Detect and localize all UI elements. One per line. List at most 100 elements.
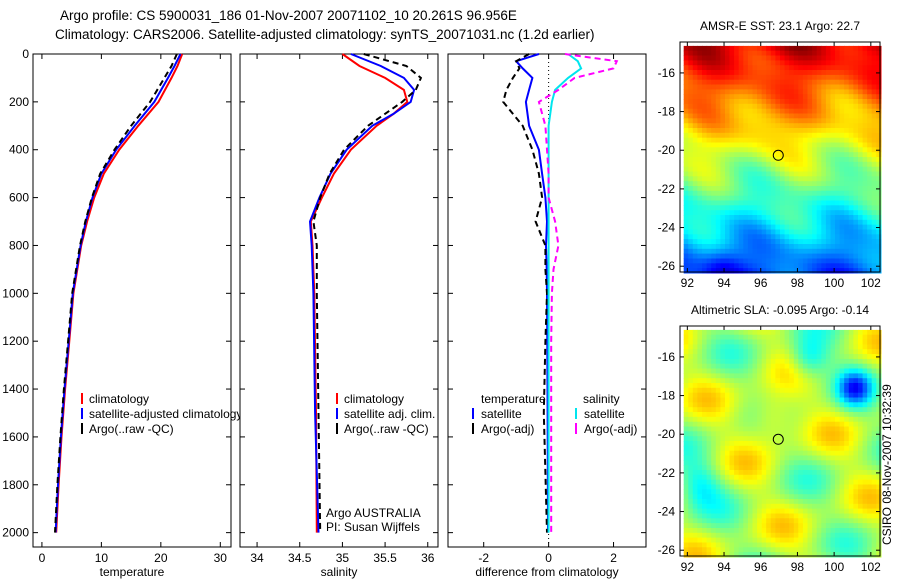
heatmap-cell [688,392,694,399]
heatmap-cell [802,387,809,394]
heatmap-cell [706,99,712,105]
x-tick-label: 100 [824,560,844,574]
heatmap-cell [816,329,822,336]
heatmap-cell [802,128,809,134]
heatmap-cell [743,142,749,148]
heatmap-cell [802,248,809,255]
heatmap-cell [780,363,786,370]
heatmap-cell [775,363,781,370]
heatmap-cell [752,373,758,379]
heatmap-cell [683,373,689,379]
heatmap-cell [738,45,744,52]
heatmap-cell [858,166,864,173]
heatmap-cell [844,161,850,168]
heatmap-cell [816,128,822,134]
heatmap-cell [715,244,721,250]
heatmap-cell [862,450,868,457]
heatmap-cell [825,460,832,466]
heatmap-cell [688,349,694,355]
heatmap-cell [830,416,836,423]
heatmap-cell [770,190,776,197]
heatmap-cell [715,60,721,66]
heatmap-cell [844,354,850,360]
heatmap-cell [858,441,864,447]
heatmap-cell [734,123,740,129]
heatmap-cell [798,84,804,90]
heatmap-cell [793,354,799,360]
heatmap-cell [720,392,726,399]
heatmap-cell [784,397,790,403]
heatmap-cell [697,465,703,471]
heatmap-cell [807,436,813,442]
heatmap-cell [830,161,836,168]
heatmap-cell [848,157,854,163]
heatmap-cell [743,363,749,370]
heatmap-cell [766,542,772,548]
heatmap-cell [862,387,868,394]
heatmap-cell [729,354,735,360]
heatmap-cell [720,234,726,240]
heatmap-cell [862,186,868,192]
heatmap-cell [858,397,864,403]
heatmap-cell [853,344,859,350]
heatmap-cell [830,542,836,548]
heatmap-cell [789,84,795,90]
heatmap-cell [867,407,873,413]
heatmap-cell [821,354,827,360]
heatmap-cell [725,190,731,197]
heatmap-cell [780,210,786,216]
heatmap-cell [761,523,767,529]
heatmap-cell [770,113,776,119]
heatmap-cell [738,181,744,187]
heatmap-cell [738,84,744,90]
heatmap-cell [807,70,813,76]
heatmap-cell [775,74,781,81]
heatmap-cell [715,474,721,481]
heatmap-cell [766,354,772,360]
heatmap-cell [770,378,776,384]
heatmap-cell [835,268,841,274]
heatmap-cell [784,518,790,524]
heatmap-cell [770,74,776,81]
heatmap-cell [867,157,873,163]
heatmap-cell [867,210,873,216]
heatmap-cell [757,166,763,173]
heatmap-cell [729,542,735,548]
heatmap-cell [683,552,689,558]
heatmap-cell [747,392,754,399]
heatmap-cell [770,123,776,129]
heatmap-cell [784,528,790,534]
heatmap-cell [770,455,776,461]
heatmap-cell [807,513,813,519]
heatmap-cell [871,329,877,336]
heatmap-cell [825,528,832,534]
heatmap-cell [844,334,850,341]
heatmap-cell [807,113,813,119]
heatmap-cell [876,79,882,86]
heatmap-cell [853,499,859,505]
heatmap-cell [725,528,731,534]
heatmap-cell [839,99,845,105]
heatmap-cell [715,344,721,350]
heatmap-cell [844,181,850,187]
heatmap-cell [706,229,712,235]
heatmap-cell [752,166,758,173]
heatmap-cell [858,161,864,168]
heatmap-cell [743,455,749,461]
heatmap-cell [761,253,767,259]
heatmap-cell [738,128,744,134]
heatmap-cell [798,132,804,139]
heatmap-cell [702,412,708,418]
heatmap-cell [816,363,822,370]
heatmap-cell [825,128,832,134]
heatmap-cell [770,528,776,534]
heatmap-cell [706,239,712,245]
heatmap-cell [683,176,689,182]
heatmap-cell [839,426,845,432]
heatmap-cell [711,152,717,158]
heatmap-cell [839,474,845,481]
heatmap-cell [793,499,799,505]
heatmap-cell [780,373,786,379]
heatmap-cell [729,402,735,408]
heatmap-cell [802,523,809,529]
